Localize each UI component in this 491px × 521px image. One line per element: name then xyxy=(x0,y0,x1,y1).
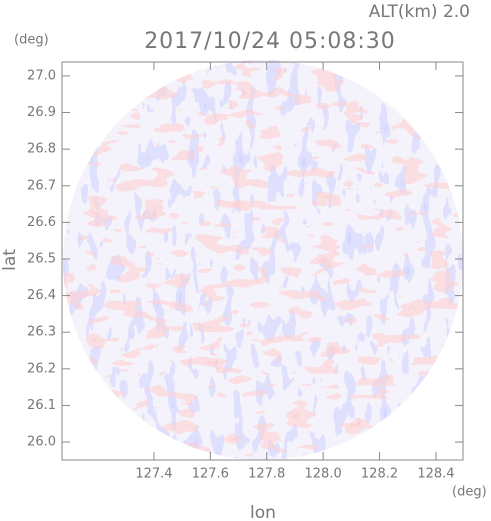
y-unit: (deg) xyxy=(14,33,49,48)
altitude: ALT(km) 2.0 xyxy=(369,2,470,22)
y-tick-label: 26.9 xyxy=(27,105,56,120)
y-tick-label: 26.7 xyxy=(27,178,56,193)
x-tick-label: 127.4 xyxy=(135,467,172,482)
y-tick-label: 26.6 xyxy=(27,215,56,230)
y-tick-label: 26.8 xyxy=(27,142,56,157)
y-tick-label: 26.2 xyxy=(27,361,56,376)
y-tick-label: 26.3 xyxy=(27,325,56,340)
x-tick-label: 127.8 xyxy=(248,467,285,482)
y-tick-label: 26.1 xyxy=(27,398,56,413)
x-tick-label: 128.2 xyxy=(361,467,398,482)
y-tick-label: 26.4 xyxy=(27,288,56,303)
radar-field xyxy=(63,60,463,460)
y-tick-label: 27.0 xyxy=(27,68,56,83)
x-unit: (deg) xyxy=(452,485,487,500)
x-tick-label: 128.0 xyxy=(305,467,342,482)
chart-title: 2017/10/24 05:08:30 xyxy=(144,29,396,54)
x-axis-label: lon xyxy=(250,503,276,521)
x-tick-label: 127.6 xyxy=(192,467,229,482)
y-tick-label: 26.5 xyxy=(27,251,56,266)
y-tick-label: 26.0 xyxy=(27,435,56,450)
y-axis-label: lat xyxy=(0,249,20,271)
x-tick-label: 128.4 xyxy=(417,467,454,482)
plot-frame xyxy=(61,61,464,461)
